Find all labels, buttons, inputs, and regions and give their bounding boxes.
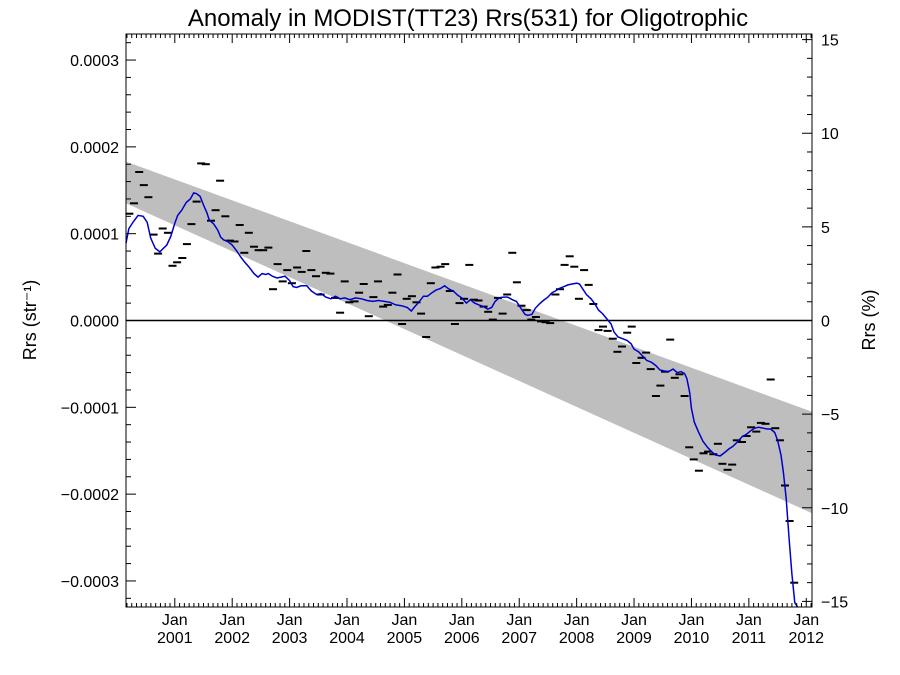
x-tick-label-year: 2010	[674, 630, 710, 647]
x-tick-label-month: Jan	[334, 612, 360, 629]
running-mean-layer	[125, 192, 799, 608]
y-right-tick-label: −5	[821, 407, 839, 424]
chart-title: Anomaly in MODIST(TT23) Rrs(531) for Oli…	[188, 5, 748, 32]
y-left-tick-label: 0.0002	[70, 140, 119, 157]
x-tick-label-month: Jan	[219, 612, 245, 629]
x-tick-label-month: Jan	[506, 612, 532, 629]
y-right-tick-label: 10	[821, 126, 839, 143]
x-tick-label-month: Jan	[736, 612, 762, 629]
x-tick-label-year: 2005	[387, 630, 423, 647]
x-tick-label-year: 2004	[329, 630, 365, 647]
y-right-tick-label: −10	[821, 501, 848, 518]
y-left-tick-label: −0.0003	[61, 574, 119, 591]
y-axis-left-label: Rrs (str⁻¹)	[20, 280, 40, 360]
x-tick-label-year: 2012	[788, 630, 824, 647]
x-tick-label-year: 2011	[732, 630, 767, 647]
x-tick-label-year: 2007	[501, 630, 537, 647]
x-tick-label-month: Jan	[793, 612, 819, 629]
x-tick-label-month: Jan	[564, 612, 590, 629]
uncertainty-band	[126, 161, 812, 514]
y-right-tick-label: −15	[821, 594, 848, 611]
x-axis: Jan2001Jan2002Jan2003Jan2004Jan2005Jan20…	[126, 34, 824, 647]
y-axis-left: 0.0003 0.0002 0.0001 0.0000 −0.0001 −0.0002 −0…	[61, 42, 136, 599]
y-left-tick-label: 0.0003	[70, 53, 119, 70]
x-tick-label-year: 2001	[157, 630, 193, 647]
uncertainty-band-layer	[126, 161, 812, 514]
x-tick-label-year: 2003	[272, 630, 308, 647]
y-right-tick-label: 0	[821, 314, 830, 331]
running-mean-line	[125, 192, 799, 608]
x-tick-label-month: Jan	[277, 612, 303, 629]
y-right-tick-label: 15	[821, 33, 839, 50]
x-tick-label-year: 2009	[616, 630, 652, 647]
x-tick-label-year: 2008	[559, 630, 595, 647]
y-axis-right-label: Rrs (%)	[859, 290, 879, 351]
y-axis-right: 15 10 5 0 −5 −10 −15	[802, 33, 848, 611]
y-right-tick-label: 5	[821, 220, 830, 237]
x-tick-label-year: 2002	[214, 630, 250, 647]
y-left-tick-label: 0.0000	[70, 314, 119, 331]
x-tick-label-year: 2006	[444, 630, 480, 647]
x-tick-label-month: Jan	[162, 612, 188, 629]
x-tick-label-month: Jan	[449, 612, 475, 629]
monthly-points-layer	[125, 162, 799, 584]
x-tick-label-month: Jan	[679, 612, 705, 629]
y-left-tick-label: −0.0002	[61, 487, 119, 504]
x-tick-label-month: Jan	[392, 612, 418, 629]
x-tick-label-month: Jan	[621, 612, 647, 629]
y-left-tick-label: −0.0001	[61, 400, 119, 417]
y-left-tick-label: 0.0001	[70, 227, 119, 244]
